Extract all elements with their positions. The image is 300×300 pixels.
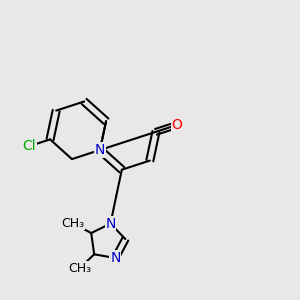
Text: Cl: Cl (22, 139, 36, 153)
Text: CH₃: CH₃ (68, 262, 91, 275)
Text: CH₃: CH₃ (61, 217, 85, 230)
Text: N: N (95, 143, 105, 157)
Text: N: N (110, 251, 121, 265)
Text: N: N (105, 217, 116, 231)
Text: O: O (172, 118, 182, 132)
Text: N: N (95, 143, 105, 157)
